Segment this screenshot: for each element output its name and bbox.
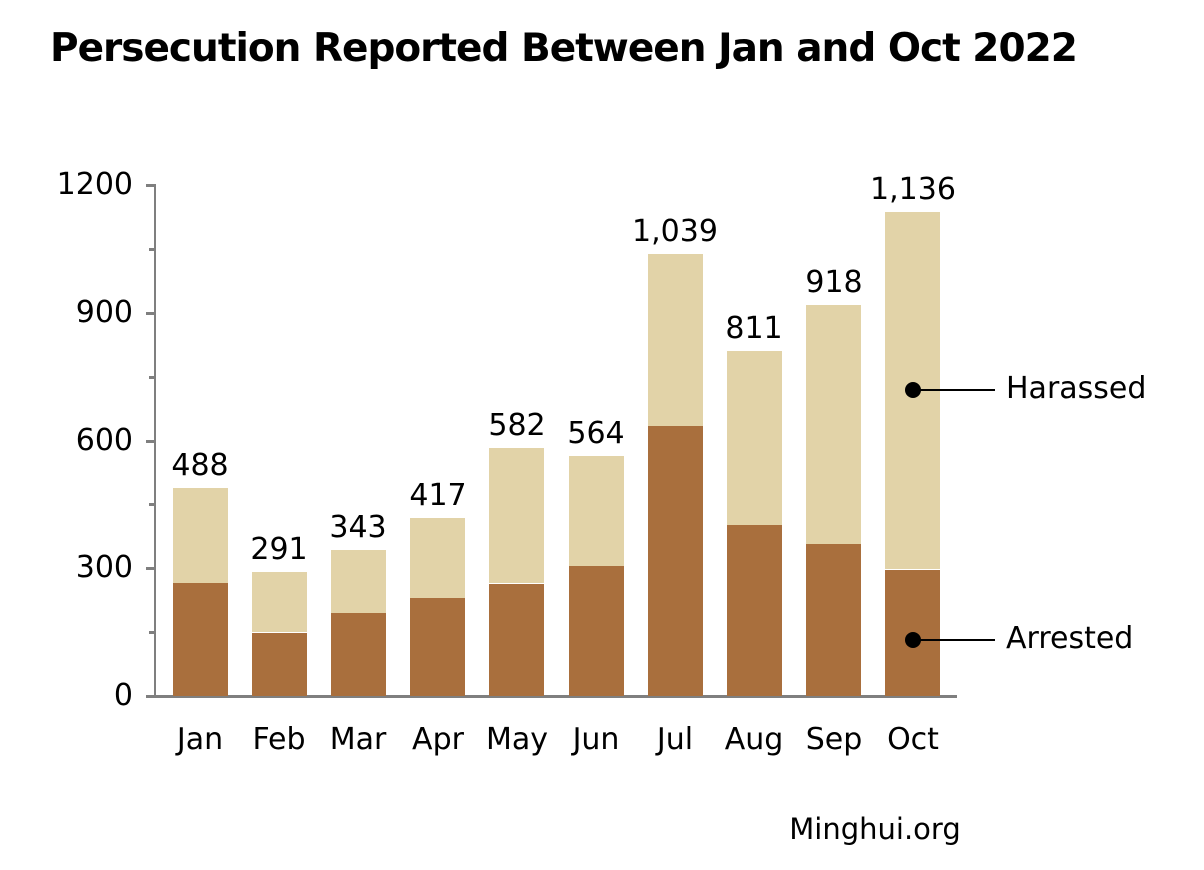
annotation-label-arrested: Arrested bbox=[1006, 621, 1134, 656]
chart-title: Persecution Reported Between Jan and Oct… bbox=[50, 26, 1078, 71]
y-axis-minor-tick bbox=[149, 631, 156, 634]
bar-segment-harassed-jun bbox=[569, 456, 624, 566]
bar-segment-arrested-may bbox=[489, 584, 544, 696]
x-tick-label-jan: Jan bbox=[176, 722, 224, 757]
y-tick-label: 0 bbox=[113, 678, 133, 713]
x-tick-label-mar: Mar bbox=[329, 722, 387, 757]
y-tick-label: 900 bbox=[75, 295, 133, 330]
y-tick-label: 600 bbox=[75, 423, 133, 458]
y-axis-minor-tick bbox=[149, 503, 156, 506]
bar-segment-arrested-apr bbox=[410, 598, 465, 696]
x-tick-label-aug: Aug bbox=[724, 722, 784, 757]
y-axis-major-tick bbox=[146, 567, 156, 570]
bar-total-label-mar: 343 bbox=[329, 510, 387, 545]
y-tick-label: 1200 bbox=[56, 167, 133, 202]
x-tick-label-apr: Apr bbox=[412, 722, 464, 757]
x-tick-label-feb: Feb bbox=[252, 722, 306, 757]
bar-segment-arrested-jun bbox=[569, 566, 624, 696]
bar-total-label-may: 582 bbox=[488, 408, 546, 443]
source-label: Minghui.org bbox=[789, 812, 961, 846]
annotation-line-arrested bbox=[913, 639, 995, 641]
bar-segment-arrested-aug bbox=[727, 525, 782, 696]
bar-total-label-jan: 488 bbox=[171, 448, 229, 483]
y-axis-major-tick bbox=[146, 184, 156, 187]
y-axis-major-tick bbox=[146, 695, 156, 698]
bar-segment-harassed-jul bbox=[648, 254, 703, 426]
bar-total-label-sep: 918 bbox=[805, 265, 863, 300]
bar-total-label-jun: 564 bbox=[567, 416, 625, 451]
x-tick-label-sep: Sep bbox=[805, 722, 863, 757]
bar-segment-harassed-apr bbox=[410, 518, 465, 598]
bar-total-label-apr: 417 bbox=[409, 478, 467, 513]
bar-segment-harassed-sep bbox=[806, 305, 861, 544]
bar-total-label-jul: 1,039 bbox=[632, 214, 718, 249]
y-axis-minor-tick bbox=[149, 376, 156, 379]
y-axis-minor-tick bbox=[149, 248, 156, 251]
x-tick-label-may: May bbox=[485, 722, 549, 757]
x-axis-line bbox=[146, 695, 957, 698]
bar-segment-harassed-feb bbox=[252, 572, 307, 632]
y-axis-major-tick bbox=[146, 312, 156, 315]
annotation-line-harassed bbox=[913, 389, 995, 391]
bar-segment-arrested-feb bbox=[252, 633, 307, 696]
y-tick-label: 300 bbox=[75, 550, 133, 585]
bar-segment-harassed-aug bbox=[727, 351, 782, 526]
x-tick-label-jun: Jun bbox=[572, 722, 620, 757]
bar-segment-harassed-may bbox=[489, 448, 544, 583]
bar-total-label-feb: 291 bbox=[250, 532, 308, 567]
bar-total-label-aug: 811 bbox=[725, 311, 783, 346]
bar-total-label-oct: 1,136 bbox=[870, 172, 956, 207]
y-axis-major-tick bbox=[146, 440, 156, 443]
bar-segment-arrested-jul bbox=[648, 426, 703, 696]
annotation-label-harassed: Harassed bbox=[1006, 371, 1147, 406]
bar-segment-arrested-mar bbox=[331, 613, 386, 696]
x-tick-label-oct: Oct bbox=[887, 722, 939, 757]
bar-segment-arrested-sep bbox=[806, 544, 861, 696]
x-tick-label-jul: Jul bbox=[656, 722, 694, 757]
bar-segment-harassed-mar bbox=[331, 550, 386, 613]
bar-segment-arrested-jan bbox=[173, 583, 228, 696]
bar-segment-harassed-jan bbox=[173, 488, 228, 583]
